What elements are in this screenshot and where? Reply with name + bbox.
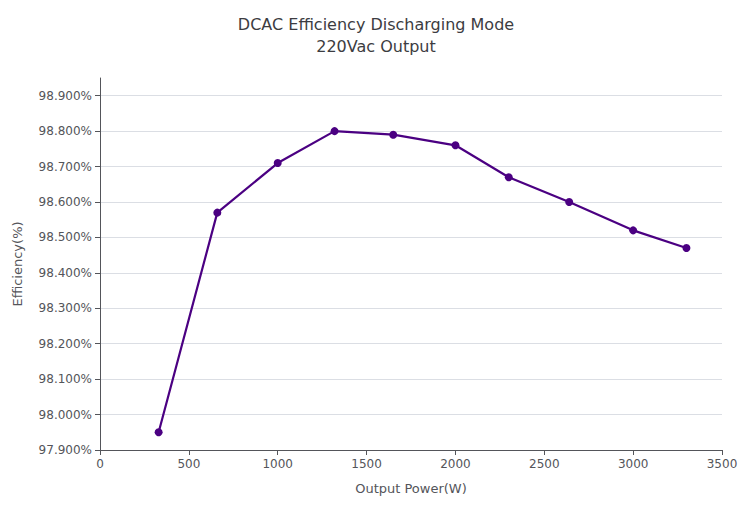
svg-text:98.000%: 98.000% [39,408,92,422]
svg-text:3500: 3500 [707,457,738,471]
svg-text:1000: 1000 [262,457,293,471]
svg-text:500: 500 [177,457,200,471]
svg-text:3000: 3000 [618,457,649,471]
svg-text:0: 0 [96,457,104,471]
svg-text:98.900%: 98.900% [39,89,92,103]
svg-text:98.100%: 98.100% [39,372,92,386]
svg-text:98.200%: 98.200% [39,337,92,351]
svg-text:98.400%: 98.400% [39,266,92,280]
svg-text:97.900%: 97.900% [39,443,92,457]
svg-text:Output Power(W): Output Power(W) [355,481,467,496]
svg-text:2000: 2000 [440,457,471,471]
svg-text:98.800%: 98.800% [39,124,92,138]
svg-text:DCAC Efficiency Discharging Mo: DCAC Efficiency Discharging Mode [238,15,514,34]
svg-text:98.500%: 98.500% [39,230,92,244]
svg-text:2500: 2500 [529,457,560,471]
svg-text:98.700%: 98.700% [39,160,92,174]
svg-text:220Vac Output: 220Vac Output [316,37,436,56]
svg-text:1500: 1500 [351,457,382,471]
svg-text:Efficiency(%): Efficiency(%) [10,221,25,306]
svg-text:98.300%: 98.300% [39,301,92,315]
svg-text:98.600%: 98.600% [39,195,92,209]
